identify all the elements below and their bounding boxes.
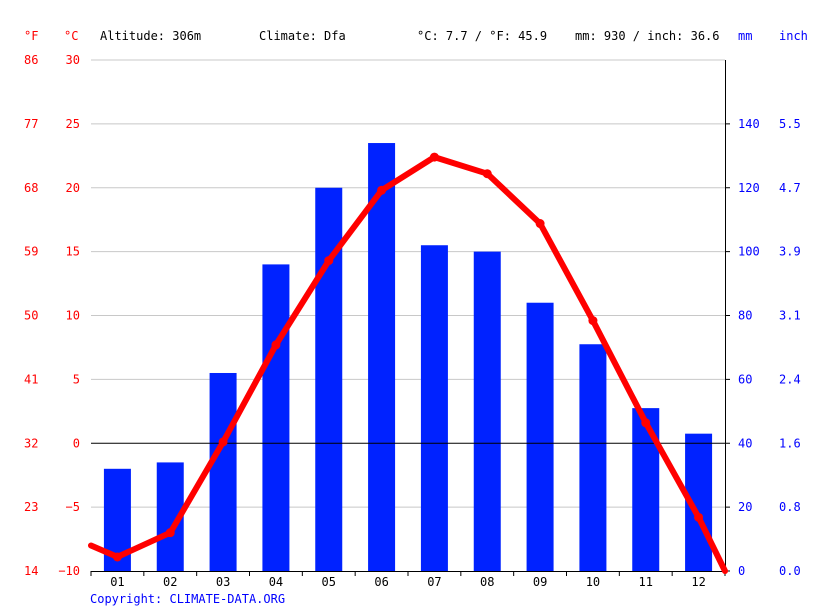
- celsius-tick-label: 10: [66, 309, 80, 323]
- inch-tick-label: 0.8: [779, 500, 801, 514]
- inch-tick-label: 5.5: [779, 117, 801, 131]
- temperature-point: [429, 152, 439, 162]
- temperature-point: [482, 169, 492, 179]
- month-label: 03: [216, 575, 230, 589]
- mm-tick-label: 0: [738, 564, 745, 578]
- altitude-label: Altitude: 306m: [100, 29, 201, 43]
- fahrenheit-tick-label: 68: [24, 181, 38, 195]
- month-label: 05: [322, 575, 336, 589]
- mm-tick-label: 40: [738, 436, 752, 450]
- inch-tick-label: 1.6: [779, 436, 801, 450]
- precip-bar: [209, 372, 237, 571]
- temperature-polyline: [88, 154, 728, 574]
- inch-tick-label: 3.1: [779, 309, 801, 323]
- fahrenheit-tick-label: 32: [24, 436, 38, 450]
- copyright-text: Copyright: CLIMATE-DATA.ORG: [90, 592, 285, 606]
- temperature-point: [324, 256, 334, 266]
- celsius-tick-label: −5: [66, 500, 80, 514]
- temperature-point: [218, 437, 228, 447]
- precip-bar: [632, 408, 660, 571]
- precip-bar: [473, 251, 501, 571]
- month-label: 02: [163, 575, 177, 589]
- axis-labels: 14 −10 23 −5 32 0 41 5 50 10 59 15 68 20 77 25 86 30 0 0.0 2…: [24, 53, 801, 589]
- fahrenheit-tick-label: 23: [24, 500, 38, 514]
- mm-tick-label: 120: [738, 181, 760, 195]
- precip-bar: [579, 344, 607, 571]
- month-label: 10: [586, 575, 600, 589]
- mm-unit-label: mm: [738, 29, 752, 43]
- month-label: 01: [110, 575, 124, 589]
- fahrenheit-tick-label: 77: [24, 117, 38, 131]
- month-label: 04: [269, 575, 283, 589]
- inch-tick-label: 3.9: [779, 245, 801, 259]
- precip-bar: [420, 245, 448, 572]
- celsius-unit-label: °C: [64, 29, 78, 43]
- mm-tick-label: 100: [738, 245, 760, 259]
- inch-tick-label: 2.4: [779, 372, 801, 386]
- temperature-point: [588, 316, 598, 326]
- fahrenheit-tick-label: 41: [24, 372, 38, 386]
- inch-tick-label: 4.7: [779, 181, 801, 195]
- precip-bar: [526, 302, 554, 571]
- fahrenheit-tick-label: 59: [24, 245, 38, 259]
- temperature-point: [271, 340, 281, 350]
- fahrenheit-tick-label: 50: [24, 309, 38, 323]
- temperature-point: [641, 418, 651, 428]
- celsius-tick-label: 25: [66, 117, 80, 131]
- inch-tick-label: 0.0: [779, 564, 801, 578]
- celsius-tick-label: 20: [66, 181, 80, 195]
- temperature-summary: °C: 7.7 / °F: 45.9: [417, 29, 547, 43]
- temperature-point: [694, 512, 704, 522]
- fahrenheit-unit-label: °F: [24, 29, 38, 43]
- celsius-tick-label: 0: [73, 436, 80, 450]
- temperature-point: [377, 185, 387, 195]
- axes: [90, 60, 730, 576]
- temperature-point: [165, 528, 175, 538]
- temperature-point: [112, 552, 122, 562]
- month-label: 06: [374, 575, 388, 589]
- temperature-line: [88, 152, 728, 574]
- celsius-tick-label: −10: [58, 564, 80, 578]
- grid-lines: [91, 59, 725, 508]
- celsius-tick-label: 15: [66, 245, 80, 259]
- celsius-tick-label: 30: [66, 53, 80, 67]
- celsius-tick-label: 5: [73, 372, 80, 386]
- precip-bar: [262, 264, 290, 571]
- precipitation-summary: mm: 930 / inch: 36.6: [575, 29, 720, 43]
- fahrenheit-tick-label: 14: [24, 564, 38, 578]
- month-label: 07: [427, 575, 441, 589]
- month-label: 11: [639, 575, 653, 589]
- fahrenheit-tick-label: 86: [24, 53, 38, 67]
- precip-bar: [368, 143, 396, 571]
- inch-unit-label: inch: [779, 29, 808, 43]
- mm-tick-label: 20: [738, 500, 752, 514]
- climate-label: Climate: Dfa: [259, 29, 346, 43]
- month-label: 12: [691, 575, 705, 589]
- mm-tick-label: 80: [738, 309, 752, 323]
- month-label: 09: [533, 575, 547, 589]
- temperature-point: [535, 219, 545, 229]
- mm-tick-label: 140: [738, 117, 760, 131]
- month-label: 08: [480, 575, 494, 589]
- mm-tick-label: 60: [738, 372, 752, 386]
